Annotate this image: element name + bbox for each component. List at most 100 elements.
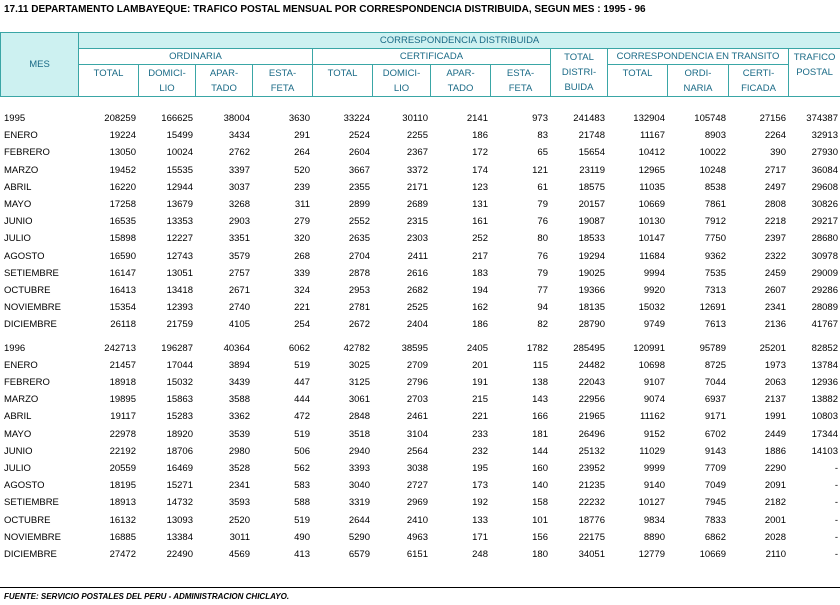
cell: 7861 — [704, 199, 726, 211]
cell: 22956 — [578, 394, 605, 406]
cell: 172 — [472, 147, 488, 159]
row: ABRIL 19117 15283 3362 472 2848 2461 221 166 2196… — [0, 408, 840, 425]
cell: 3894 — [228, 359, 250, 371]
cell: 2727 — [406, 480, 428, 492]
cell: 2703 — [406, 394, 428, 406]
cell: 27472 — [109, 549, 136, 561]
cell: 9171 — [704, 411, 726, 423]
cell: 339 — [294, 267, 310, 279]
cell: 13050 — [109, 147, 136, 159]
cell: NOVIEMBRE — [4, 302, 62, 314]
cell: DICIEMBRE — [4, 319, 57, 331]
cell: 2137 — [764, 394, 786, 406]
cell: 10127 — [638, 497, 665, 509]
cell: 14103 — [811, 445, 838, 457]
cell: 268 — [294, 250, 310, 262]
cell: 4963 — [406, 531, 428, 543]
cell: 2781 — [348, 302, 370, 314]
cell: SETIEMBRE — [4, 267, 59, 279]
cell: 506 — [294, 445, 310, 457]
cell: 16469 — [166, 463, 193, 475]
cell: 13679 — [166, 199, 193, 211]
header-cell: CORRESPONDENCIA EN TRANSITO — [607, 48, 789, 65]
cell: 10803 — [811, 411, 838, 423]
row: FEBRERO 18918 15032 3439 447 3125 2796 191 138 22… — [0, 374, 840, 391]
header-cell: DOMICI- LIO — [372, 64, 431, 97]
cell: 143 — [532, 394, 548, 406]
row: JUNIO 22192 18706 2980 506 2940 2564 232 144 2513… — [0, 443, 840, 460]
cell: 19087 — [578, 216, 605, 228]
cell: 192 — [472, 497, 488, 509]
cell: 7833 — [704, 514, 726, 526]
cell: 2796 — [406, 377, 428, 389]
row: 1996 242713 196287 40364 6062 42782 38595 2405 1… — [0, 340, 840, 357]
cell: 171 — [472, 531, 488, 543]
cell: 14732 — [166, 497, 193, 509]
cell: 17258 — [109, 199, 136, 211]
cell: 11162 — [639, 411, 665, 423]
row: ABRIL 16220 12944 3037 239 2355 2171 123 61 18575… — [0, 179, 840, 196]
cell: 30110 — [402, 113, 428, 124]
cell: 101 — [532, 514, 548, 526]
cell: 18575 — [578, 181, 605, 193]
cell: OCTUBRE — [4, 514, 51, 526]
cell: - — [834, 480, 838, 492]
header-cell: ESTA- FETA — [490, 64, 551, 97]
row: FEBRERO 13050 10024 2762 264 2604 2367 172 65 156… — [0, 144, 840, 161]
cell: 22490 — [166, 549, 193, 561]
cell: 5290 — [348, 531, 370, 543]
cell: 82852 — [811, 342, 838, 354]
cell: 15654 — [578, 147, 605, 159]
cell: 2524 — [348, 130, 370, 142]
header-text: NARIA — [683, 82, 713, 94]
cell: 7912 — [704, 216, 726, 228]
cell: 174 — [472, 164, 488, 176]
cell: 588 — [294, 497, 310, 509]
cell: 3362 — [228, 411, 250, 423]
cell: MAYO — [4, 428, 32, 440]
cell: 9140 — [643, 480, 665, 492]
cell: 9994 — [643, 267, 665, 279]
header-text: CORRESPONDENCIA DISTRIBUIDA — [379, 35, 540, 46]
cell: 2322 — [764, 250, 786, 262]
cell: 8903 — [704, 130, 726, 142]
cell: 3038 — [406, 463, 428, 475]
cell: 1782 — [526, 342, 548, 354]
row: SETIEMBRE 16147 13051 2757 339 2878 2616 183 79 1… — [0, 265, 840, 282]
table-header: MES CORRESPONDENCIA DISTRIBUIDA ORDINARI… — [0, 32, 840, 97]
cell: 2520 — [228, 514, 250, 526]
cell: 28790 — [578, 319, 605, 331]
cell: 2525 — [406, 302, 428, 314]
header-text: POSTAL — [796, 67, 833, 78]
cell: 18195 — [109, 480, 136, 492]
cell: ENERO — [4, 359, 38, 371]
cell: 181 — [532, 428, 548, 440]
header-cell: CERTI- FICADA — [728, 64, 789, 97]
cell: 123 — [472, 181, 488, 193]
cell: 9143 — [704, 445, 726, 457]
cell: 138 — [532, 377, 548, 389]
cell: 447 — [294, 377, 310, 389]
header-text: LIO — [393, 82, 410, 94]
cell: 2616 — [406, 267, 428, 279]
cell: 311 — [294, 199, 310, 211]
cell: 10130 — [638, 216, 665, 228]
cell: 13384 — [166, 531, 193, 543]
cell: DICIEMBRE — [4, 549, 57, 561]
cell: 3439 — [228, 377, 250, 389]
cell: 2355 — [348, 181, 370, 193]
cell: JUNIO — [4, 216, 33, 228]
cell: 2136 — [764, 319, 786, 331]
row: AGOSTO 16590 12743 3579 268 2704 2411 217 76 1929… — [0, 248, 840, 265]
header-text: TOTAL — [93, 67, 124, 79]
cell: 7049 — [704, 480, 726, 492]
cell: 3593 — [228, 497, 250, 509]
row: ENERO 21457 17044 3894 519 3025 2709 201 115 2448… — [0, 357, 840, 374]
header-cell: ORDINARIA — [78, 48, 313, 65]
row: MAYO 17258 13679 3268 311 2899 2689 131 79 20157 1… — [0, 196, 840, 213]
row: JULIO 20559 16469 3528 562 3393 3038 195 160 2395… — [0, 460, 840, 477]
cell: 413 — [294, 549, 310, 561]
header-text: APAR- — [446, 67, 475, 79]
cell: 2461 — [406, 411, 428, 423]
row: SETIEMBRE 18913 14732 3593 588 3319 2969 192 158… — [0, 494, 840, 511]
